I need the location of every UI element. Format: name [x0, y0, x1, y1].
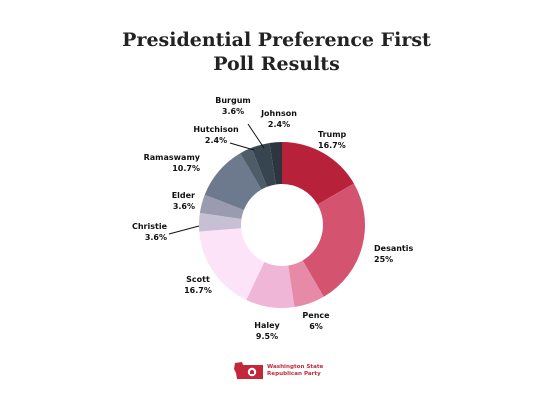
logo-line-2: Republican Party: [267, 371, 321, 377]
slice-name-trump: Trump: [318, 130, 347, 139]
slice-value-elder: 3.6%: [173, 202, 195, 211]
logo-wordmark: Washington State Republican Party: [267, 364, 323, 378]
slice-ramaswamy: [204, 153, 262, 211]
slice-name-desantis: Desantis: [374, 244, 413, 253]
leader-line-hutchison: [229, 142, 255, 151]
slice-hutchison: [240, 147, 267, 190]
slice-value-pence: 6%: [309, 322, 323, 331]
slice-value-johnson: 2.4%: [268, 120, 290, 129]
slice-trump: [282, 142, 354, 205]
slice-johnson: [269, 142, 282, 185]
data-label-pence: Pence 6%: [302, 311, 330, 331]
slice-burgum: [251, 142, 276, 187]
leader-line-christie: [168, 225, 200, 235]
slice-name-haley: Haley: [254, 321, 280, 330]
slice-name-burgum: Burgum: [215, 96, 251, 105]
slice-value-christie: 3.6%: [145, 233, 167, 242]
chart-title-line-1: Presidential Preference First: [122, 29, 431, 51]
slice-name-pence: Pence: [302, 311, 330, 320]
slice-value-burgum: 3.6%: [222, 107, 244, 116]
slice-name-johnson: Johnson: [260, 109, 297, 118]
data-label-christie: Christie 3.6%: [132, 222, 168, 242]
slice-name-scott: Scott: [186, 275, 210, 284]
slice-desantis: [302, 183, 365, 297]
data-label-desantis: Desantis 25%: [374, 244, 413, 264]
slice-value-ramaswamy: 10.7%: [172, 164, 200, 173]
data-label-haley: Haley 9.5%: [254, 321, 280, 341]
logo-line-1: Washington State: [267, 364, 324, 370]
slice-haley: [246, 262, 295, 308]
slice-name-christie: Christie: [132, 222, 168, 231]
data-label-johnson: Johnson 2.4%: [260, 109, 297, 129]
slice-value-haley: 9.5%: [256, 332, 278, 341]
data-label-elder: Elder 3.6%: [172, 191, 195, 211]
chart-title-line-2: Poll Results: [213, 53, 340, 75]
data-label-ramaswamy: Ramaswamy 10.7%: [144, 153, 201, 173]
slice-name-ramaswamy: Ramaswamy: [144, 153, 201, 162]
slice-elder: [199, 194, 244, 219]
slice-scott: [199, 228, 265, 300]
washington-state-logo-icon: [234, 362, 263, 379]
slice-value-hutchison: 2.4%: [205, 136, 227, 145]
slice-pence: [288, 260, 324, 308]
party-logo: Washington State Republican Party: [233, 360, 323, 382]
leader-line-burgum: [247, 123, 265, 149]
data-label-burgum: Burgum 3.6%: [215, 96, 251, 116]
slice-value-trump: 16.7%: [318, 141, 346, 150]
data-label-hutchison: Hutchison 2.4%: [193, 125, 239, 145]
slice-name-elder: Elder: [172, 191, 195, 200]
chart-title: Presidential Preference First Poll Resul…: [0, 28, 553, 76]
slice-value-desantis: 25%: [374, 255, 393, 264]
slice-christie: [198, 212, 242, 232]
data-label-trump: Trump 16.7%: [318, 130, 347, 150]
slice-name-hutchison: Hutchison: [193, 125, 239, 134]
slice-value-scott: 16.7%: [184, 286, 212, 295]
data-label-scott: Scott 16.7%: [184, 275, 212, 295]
